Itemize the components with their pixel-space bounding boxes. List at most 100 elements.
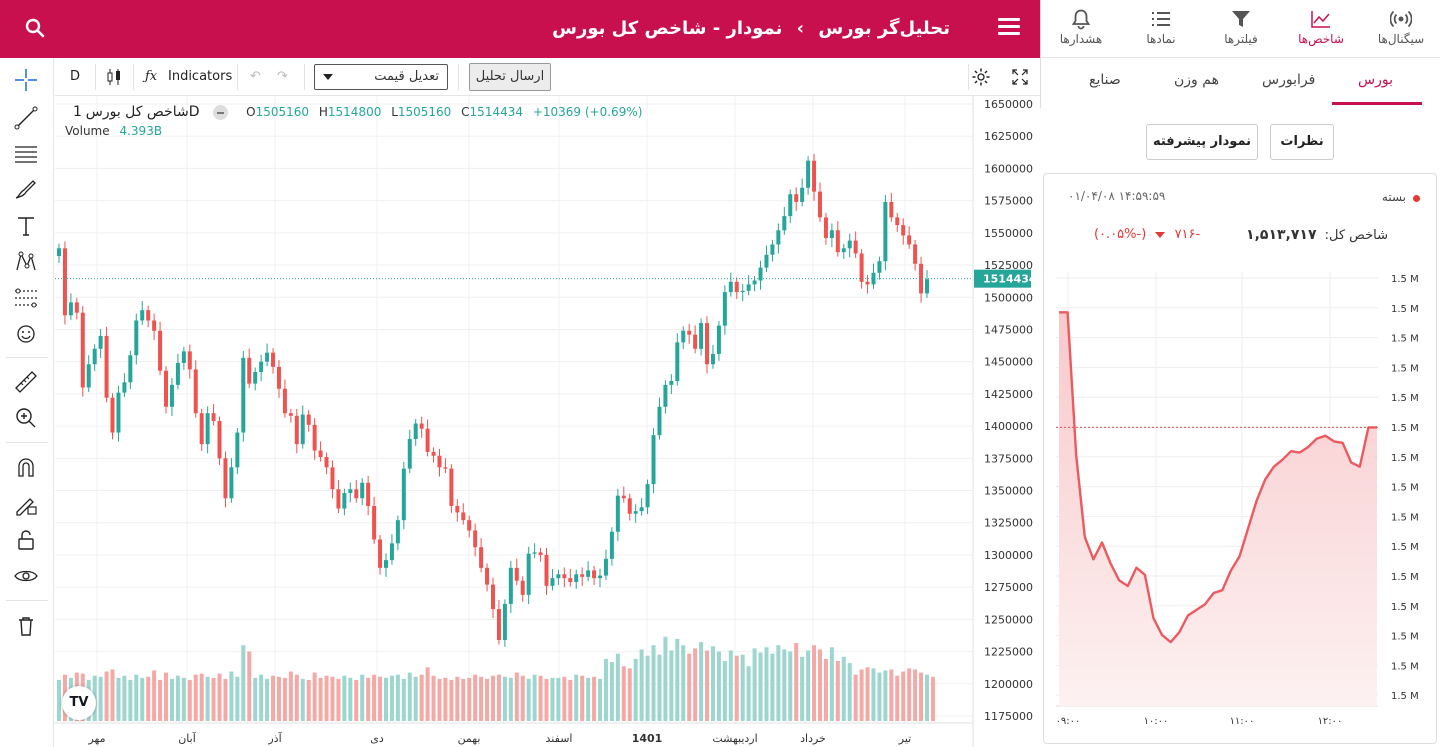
index-label: شاخص کل: [1324,228,1388,243]
candle-body [598,575,603,579]
crosshair-icon[interactable] [12,66,40,94]
zoom-in-icon[interactable] [12,404,40,432]
volume-bar [645,655,650,721]
nav-filters[interactable]: فیلترها [1201,0,1281,58]
tab-industries[interactable]: صنایع [1089,72,1121,88]
fx-icon[interactable]: ƒx [145,69,158,84]
broadcast-icon [1390,10,1412,28]
volume-bar [116,677,121,721]
volume-bar [247,651,252,721]
undo-icon[interactable]: ↶ [250,69,261,84]
candle-body [496,609,501,640]
emoji-icon[interactable] [12,320,40,348]
lock-drawing-icon[interactable] [12,490,40,518]
prediction-icon[interactable] [12,284,40,312]
brush-icon[interactable] [12,176,40,204]
price-tick-label: 1600000 [984,162,1033,175]
intraday-y-label: 1.5 M [1391,393,1419,404]
indicators-button[interactable]: Indicators [168,69,233,84]
legend-collapse-icon[interactable] [213,105,229,120]
volume-bar [146,676,151,721]
toolbar-divider [304,64,305,90]
candle-body [158,330,163,371]
comments-button[interactable]: نظرات [1270,124,1334,160]
eye-icon[interactable] [12,562,40,590]
intraday-x-label: ۰۹:۰۰ [1056,716,1081,727]
candle-body [383,560,388,568]
candle-body [413,423,418,439]
volume-bar [140,677,145,721]
volume-bar [835,661,840,721]
volume-bar [722,661,727,721]
trend-line-icon[interactable] [12,104,40,132]
trash-icon[interactable] [12,612,40,640]
pattern-icon[interactable] [12,248,40,276]
candle-body [282,388,287,414]
intraday-chart[interactable]: 1.5 M 1.5 M 1.5 M 1.5 M 1.5 M 1.5 M 1.5 M 1.5 M… [1044,262,1436,742]
top-header: تحلیل‌گر بورس › نمودار - شاخص کل بورس [0,0,1040,58]
volume-bar [401,678,406,721]
volume-bar [598,678,603,721]
candle-body [580,574,585,577]
volume-bar [110,669,115,721]
price-tick-label: 1500000 [984,291,1033,304]
volume-bar [372,674,377,721]
volume-bar [342,675,347,721]
settings-gear-icon[interactable] [971,67,991,87]
volume-bar [354,679,359,721]
interval-button[interactable]: D [70,69,81,84]
toolbar-divider [95,64,96,90]
nav-indices[interactable]: شاخص‌ها [1281,0,1361,58]
candle-body [556,574,561,579]
volume-bar [187,679,192,721]
intraday-y-label: 1.5 M [1391,632,1419,643]
tradingview-logo[interactable]: TV [62,686,96,720]
candle-body [746,284,751,291]
intraday-y-label: 1.5 M [1391,512,1419,523]
candle-body [770,244,775,255]
caret-down-icon [1155,231,1166,238]
candle-body [152,320,157,331]
candle-body [467,520,472,531]
volume-bar [865,667,870,721]
price-adjust-select[interactable]: تعدیل قیمت [314,64,448,90]
candle-body [419,423,424,429]
tab-bourse[interactable]: بورس [1358,72,1393,88]
fib-retracement-icon[interactable] [12,140,40,168]
price-tick-label: 1225000 [984,646,1033,659]
nav-signals[interactable]: سیگنال‌ها [1361,0,1440,58]
volume-bar [496,674,501,721]
volume-bar [271,675,276,721]
magnet-icon[interactable] [12,454,40,482]
candle-body [907,235,912,245]
candle-body [437,455,442,468]
candle-body [74,302,79,313]
unlock-icon[interactable] [12,526,40,554]
redo-icon[interactable]: ↷ [277,69,288,84]
volume-bar [752,648,757,721]
volume-bar [360,674,365,721]
search-icon[interactable] [24,17,46,39]
volume-bar [211,677,216,721]
candle-body [752,280,757,285]
menu-icon[interactable] [998,18,1020,38]
nav-alerts[interactable]: هشدارها [1041,0,1121,58]
candlestick-icon[interactable] [104,67,124,87]
price-tick-label: 1175000 [984,710,1033,723]
main-price-chart[interactable]: 1650000 1625000 1600000 1575000 1550000 15250… [55,96,1040,747]
tab-farabourse[interactable]: فرابورس [1262,72,1316,88]
app-title[interactable]: تحلیل‌گر بورس [818,18,950,39]
text-tool-icon[interactable] [12,212,40,240]
volume-bar [568,679,573,721]
ruler-icon[interactable] [12,368,40,396]
tab-equal-weight[interactable]: هم وزن [1174,72,1219,88]
intraday-x-label: ۱۱:۰۰ [1230,716,1255,727]
send-analysis-button[interactable]: ارسال تحلیل [469,63,551,91]
fullscreen-icon[interactable] [1011,68,1029,86]
candle-body [681,330,686,343]
volume-bar [223,678,228,721]
candle-body [473,530,478,548]
nav-symbols[interactable]: نمادها [1121,0,1201,58]
advanced-chart-button[interactable]: نمودار پیشرفته [1146,124,1258,160]
candle-body [164,370,169,407]
